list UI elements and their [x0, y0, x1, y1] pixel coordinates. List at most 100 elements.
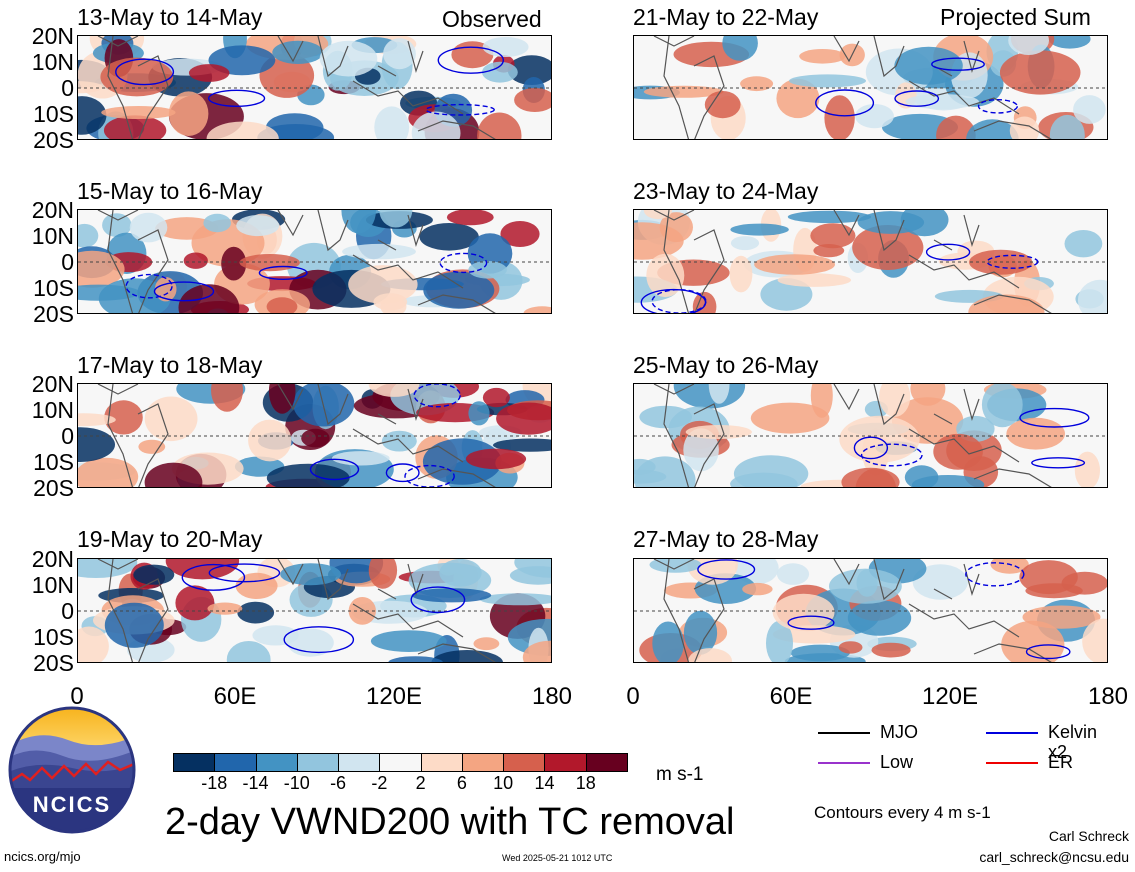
anomaly-blob [643, 85, 724, 98]
contour [125, 273, 173, 299]
colorbar-tick-label: -2 [371, 773, 388, 793]
lat-tick: 10S [33, 449, 74, 475]
ncics-logo: NCICS [8, 706, 136, 834]
contour [787, 615, 835, 630]
lat-tick: 0 [61, 249, 74, 275]
colorbar-swatch [585, 753, 628, 772]
anomaly-blob [237, 601, 275, 624]
coastline-africa [653, 210, 725, 313]
coastlines [653, 559, 1052, 662]
anomaly-blob [332, 451, 390, 466]
contour [437, 46, 504, 74]
footer-email[interactable]: carl_schreck@ncsu.edu [979, 849, 1129, 865]
anomaly-blob [482, 387, 510, 408]
anomaly-blob [100, 57, 174, 97]
anomaly-blob [683, 610, 718, 655]
anomaly-blob [514, 88, 551, 112]
main-title: 2-day VWND200 with TC removal [165, 801, 735, 843]
contour [697, 559, 756, 580]
contour [309, 458, 360, 481]
coastline-australia [417, 643, 496, 662]
contour [385, 463, 420, 483]
kelvin-contours [815, 57, 1018, 117]
anomaly-blob [1006, 417, 1065, 450]
kelvin-contours [181, 563, 466, 654]
footer-author: Carl Schreck [1048, 828, 1129, 844]
colorbar-swatch [338, 753, 381, 772]
coastline-maritime [908, 388, 1020, 463]
anomaly-blob [912, 564, 968, 600]
colorbar-tick-label: 14 [534, 773, 555, 793]
anomaly-blob [754, 254, 835, 275]
anomaly-blob [419, 223, 479, 251]
anomaly-blob [268, 384, 296, 414]
anomaly-blob [730, 223, 789, 236]
anomaly-blob [104, 400, 143, 435]
anomaly-blob [729, 255, 753, 293]
anomaly-blob [266, 297, 298, 313]
anomaly-blob [154, 277, 177, 302]
anomaly-blob [523, 306, 551, 313]
anomaly-blob [634, 456, 696, 487]
anomaly-blob [138, 439, 166, 454]
contour [1031, 457, 1086, 469]
kelvin-contours [697, 559, 1071, 660]
anomaly-blob [776, 563, 810, 585]
anomaly-blob [178, 284, 240, 313]
footer-url[interactable]: ncics.org/mjo [4, 849, 81, 864]
anomaly-blob [266, 463, 350, 487]
colorbar-tick-label: 6 [456, 773, 467, 793]
lat-tick: 20S [33, 127, 74, 153]
anomaly-blob [368, 384, 420, 397]
contour [925, 243, 971, 261]
contour [410, 586, 466, 614]
lon-tick: 0 [626, 683, 640, 710]
logo-text: NCICS [32, 792, 112, 817]
contour [413, 384, 461, 408]
anomaly-blob [468, 401, 490, 426]
anomaly-blob [514, 559, 551, 578]
anomaly-blob [1001, 620, 1065, 662]
anomaly-blob [431, 650, 503, 662]
anomaly-blob [239, 254, 300, 272]
legend-label-low: Low [880, 752, 914, 772]
anomaly-shading [78, 36, 551, 139]
colorbar-swatch [214, 753, 257, 772]
anomaly-blob [446, 210, 494, 226]
coastline-australia [417, 294, 496, 313]
contour [860, 443, 923, 467]
lat-tick: 20N [31, 197, 74, 223]
contour [815, 89, 875, 117]
kelvin-contours [853, 407, 1090, 469]
anomaly-blob [78, 457, 139, 487]
colorbar-tick-label: -10 [283, 773, 310, 793]
contour [258, 265, 308, 281]
anomaly-blob [981, 384, 1023, 428]
legend-label-kelvin: Kelvin x2 [1048, 722, 1098, 762]
contour [115, 58, 175, 86]
contour-legend: MJO Kelvin x2 Low ER [818, 722, 1118, 782]
contour [1019, 407, 1090, 428]
anomaly-blob [473, 637, 500, 651]
colorbar-swatch [255, 753, 298, 772]
map-panel-projected-2 [633, 209, 1108, 314]
anomaly-blob [493, 438, 551, 452]
lat-tick: 10S [33, 275, 74, 301]
anomaly-blob [1061, 571, 1107, 595]
anomaly-blob [911, 475, 985, 487]
anomaly-blob [383, 38, 416, 70]
anomaly-blob [374, 106, 410, 139]
contour [894, 90, 940, 107]
anomaly-blob [639, 405, 692, 429]
anomaly-blob [838, 641, 863, 654]
colorbar [173, 753, 628, 772]
lat-tick: 10S [33, 101, 74, 127]
map-panel-projected-1 [633, 35, 1108, 140]
contour [208, 89, 266, 107]
anomaly-blob [646, 253, 685, 298]
anomaly-blob [221, 246, 247, 281]
colorbar-swatch [173, 753, 216, 772]
colorbar-units: m s-1 [656, 764, 704, 785]
lat-tick: 0 [61, 75, 74, 101]
anomaly-blob [740, 76, 774, 92]
